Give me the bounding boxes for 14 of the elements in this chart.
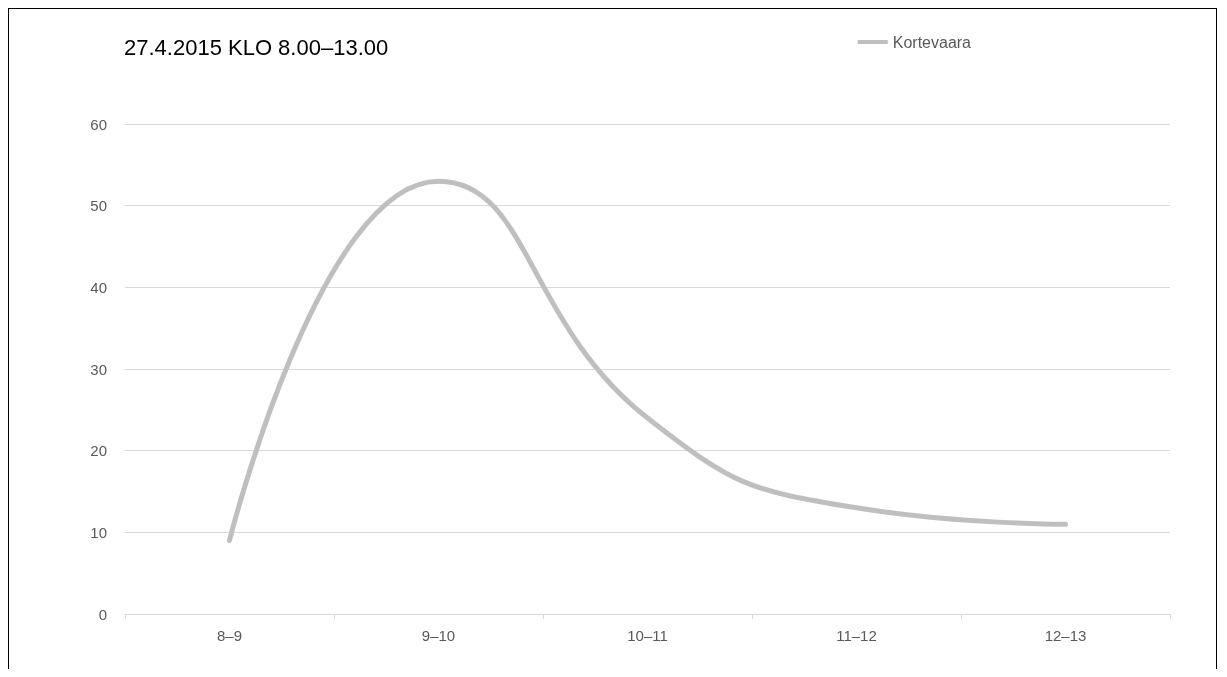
y-tick-label: 0 <box>98 605 107 623</box>
x-tick-label: 11–12 <box>836 627 877 644</box>
y-tick-label: 60 <box>90 115 107 133</box>
y-tick-label: 40 <box>90 278 107 296</box>
x-tick-label: 8–9 <box>216 627 243 644</box>
y-tick-label: 20 <box>90 442 107 460</box>
chart-title: 27.4.2015 KLO 8.00–13.00 <box>124 34 389 60</box>
x-tick-label: 9–10 <box>421 627 456 644</box>
legend-label: Kortevaara <box>892 33 972 51</box>
y-tick-label: 10 <box>90 523 107 541</box>
y-tick-label: 30 <box>90 360 107 378</box>
x-tick-label: 12–13 <box>1044 627 1087 644</box>
y-tick-label: 50 <box>90 197 107 215</box>
x-tick-label: 10–11 <box>627 627 668 644</box>
